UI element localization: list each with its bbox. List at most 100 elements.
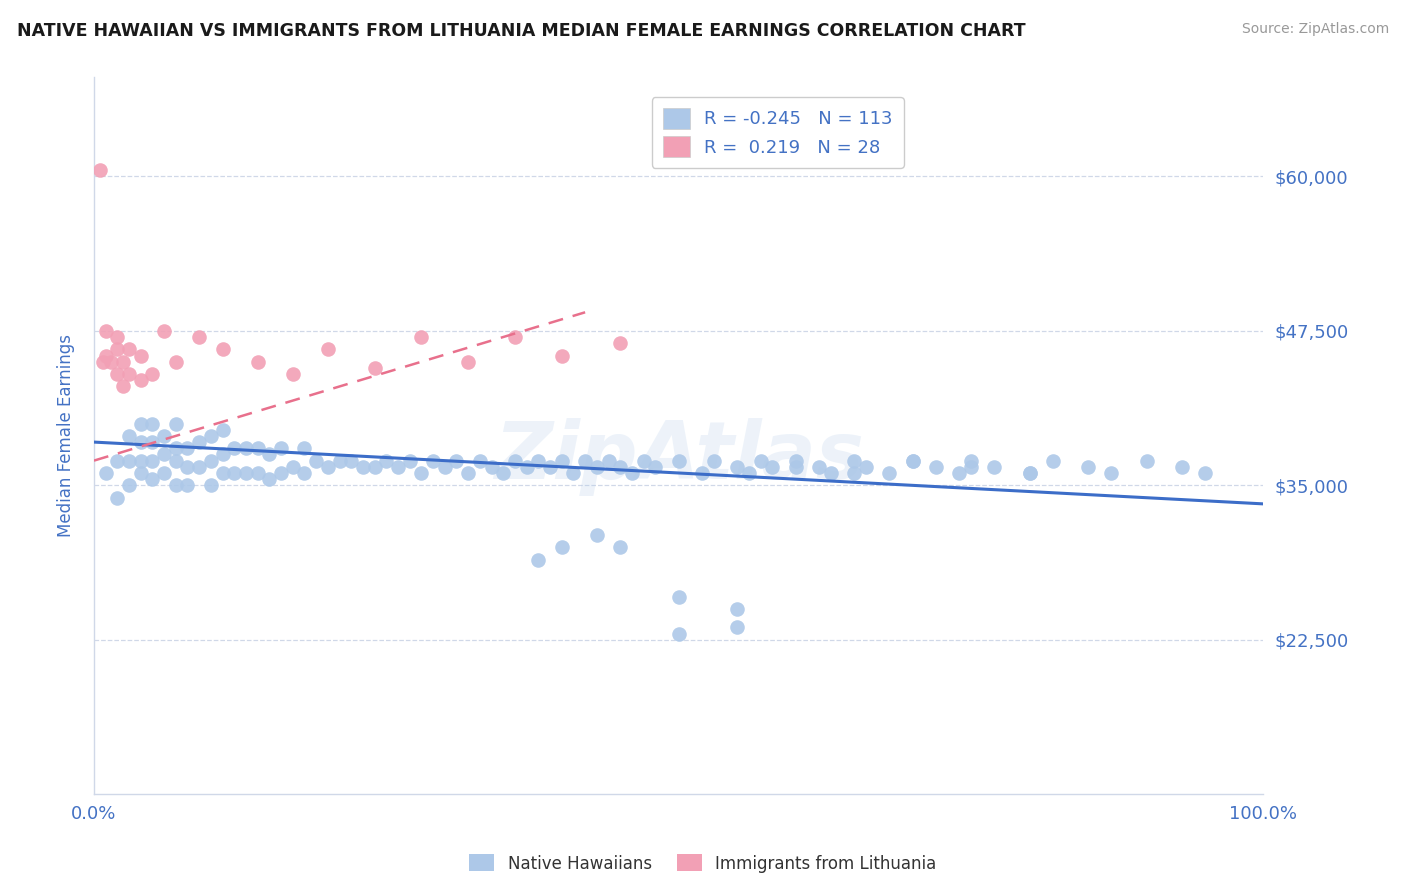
Point [91, 355, 114, 369]
Point [574, 453, 596, 467]
Point [551, 540, 574, 554]
Point [153, 324, 176, 338]
Point [105, 330, 128, 344]
Point [294, 442, 316, 456]
Point [294, 466, 316, 480]
Point [165, 478, 187, 492]
Point [305, 453, 328, 467]
Point [259, 447, 281, 461]
Point [398, 453, 420, 467]
Point [105, 367, 128, 381]
Point [960, 459, 983, 474]
Point [411, 330, 433, 344]
Point [422, 453, 444, 467]
Point [153, 466, 176, 480]
Point [129, 466, 152, 480]
Legend: Native Hawaiians, Immigrants from Lithuania: Native Hawaiians, Immigrants from Lithua… [463, 847, 943, 880]
Point [738, 466, 761, 480]
Point [235, 466, 257, 480]
Point [100, 355, 122, 369]
Point [328, 453, 350, 467]
Point [1135, 453, 1157, 467]
Point [725, 620, 748, 634]
Point [165, 442, 187, 456]
Point [551, 453, 574, 467]
Point [446, 453, 468, 467]
Text: NATIVE HAWAIIAN VS IMMIGRANTS FROM LITHUANIA MEDIAN FEMALE EARNINGS CORRELATION : NATIVE HAWAIIAN VS IMMIGRANTS FROM LITHU… [17, 22, 1025, 40]
Point [188, 459, 211, 474]
Point [609, 540, 631, 554]
Point [644, 459, 666, 474]
Point [983, 459, 1005, 474]
Point [246, 355, 269, 369]
Point [363, 459, 385, 474]
Point [609, 336, 631, 351]
Point [316, 343, 339, 357]
Point [725, 602, 748, 616]
Point [281, 367, 304, 381]
Point [94, 324, 117, 338]
Point [457, 466, 479, 480]
Point [165, 355, 187, 369]
Point [690, 466, 713, 480]
Point [1099, 466, 1122, 480]
Point [153, 429, 176, 443]
Point [200, 429, 222, 443]
Point [129, 453, 152, 467]
Point [703, 453, 725, 467]
Text: Source: ZipAtlas.com: Source: ZipAtlas.com [1241, 22, 1389, 37]
Point [562, 466, 585, 480]
Point [901, 453, 924, 467]
Point [516, 459, 538, 474]
Point [1018, 466, 1040, 480]
Point [118, 367, 141, 381]
Point [89, 163, 111, 178]
Point [200, 453, 222, 467]
Point [538, 459, 561, 474]
Point [118, 343, 141, 357]
Point [211, 466, 233, 480]
Point [270, 442, 292, 456]
Y-axis label: Median Female Earnings: Median Female Earnings [58, 334, 75, 537]
Point [105, 343, 128, 357]
Legend: R = -0.245   N = 113, R =  0.219   N = 28: R = -0.245 N = 113, R = 0.219 N = 28 [652, 97, 904, 168]
Point [211, 447, 233, 461]
Point [901, 453, 924, 467]
Point [211, 423, 233, 437]
Point [105, 453, 128, 467]
Point [94, 349, 117, 363]
Point [1042, 453, 1064, 467]
Point [112, 355, 135, 369]
Point [141, 472, 163, 486]
Point [668, 590, 690, 604]
Point [492, 466, 515, 480]
Point [433, 459, 456, 474]
Point [1077, 459, 1099, 474]
Point [141, 453, 163, 467]
Point [609, 459, 631, 474]
Point [176, 442, 198, 456]
Point [785, 459, 807, 474]
Point [224, 442, 246, 456]
Point [352, 459, 374, 474]
Point [960, 453, 983, 467]
Point [633, 453, 655, 467]
Point [585, 459, 607, 474]
Point [1170, 459, 1192, 474]
Point [270, 466, 292, 480]
Point [620, 466, 643, 480]
Point [246, 442, 269, 456]
Point [785, 453, 807, 467]
Point [503, 453, 526, 467]
Point [188, 330, 211, 344]
Point [176, 478, 198, 492]
Point [925, 459, 948, 474]
Point [224, 466, 246, 480]
Point [105, 491, 128, 505]
Point [94, 466, 117, 480]
Point [188, 435, 211, 450]
Point [112, 379, 135, 393]
Point [129, 417, 152, 431]
Point [725, 459, 748, 474]
Point [129, 435, 152, 450]
